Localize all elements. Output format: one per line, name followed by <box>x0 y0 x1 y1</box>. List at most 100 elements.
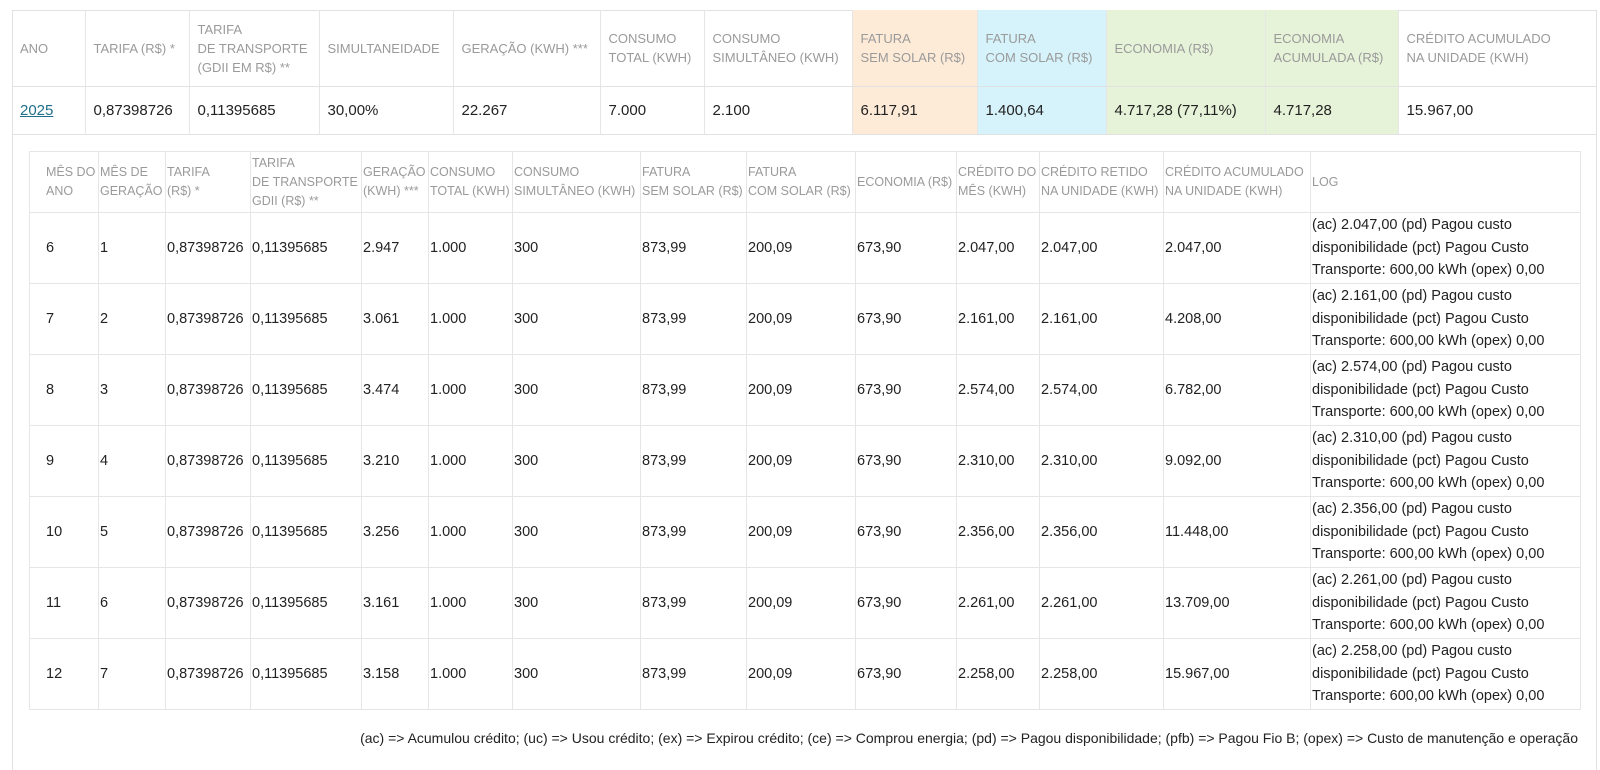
cell-mes-do-ano: 10 <box>29 496 99 568</box>
table-row: 11 6 0,87398726 0,11395685 3.161 1.000 300 873,… <box>29 567 1581 639</box>
cell-fatura-com-solar: 200,09 <box>746 283 856 355</box>
cell-fatura-sem-solar: 873,99 <box>640 212 747 284</box>
cell-tarifa-transporte: 0,11395685 <box>250 567 362 639</box>
cell-credito-acumulado: 13.709,00 <box>1163 567 1311 639</box>
cell-economia: 673,90 <box>855 354 957 426</box>
cell-fatura-com-solar: 1.400,64 <box>977 86 1107 135</box>
cell-consumo-simultaneo: 300 <box>512 425 641 497</box>
table-row: 6 1 0,87398726 0,11395685 2.947 1.000 300 873,9… <box>29 212 1581 284</box>
cell-log: (ac) 2.261,00 (pd) Pagou custo disponibi… <box>1310 567 1581 639</box>
cell-consumo-total: 7.000 <box>600 86 705 135</box>
cell-credito-do-mes: 2.047,00 <box>956 212 1040 284</box>
cell-mes-de-geracao: 7 <box>98 638 166 710</box>
annual-summary-table: ANO TARIFA (R$) * TARIFA DE TRANSPORTE (… <box>12 10 1597 135</box>
cell-tarifa: 0,87398726 <box>165 496 251 568</box>
header-fatura-sem-solar: FATURA SEM SOLAR (R$) <box>640 151 747 213</box>
header-credito-retido: CRÉDITO RETIDO NA UNIDADE (KWH) <box>1039 151 1164 213</box>
cell-credito-do-mes: 2.574,00 <box>956 354 1040 426</box>
year-2025-link[interactable]: 2025 <box>20 102 54 119</box>
header-consumo-total: CONSUMO TOTAL (KWH) <box>428 151 513 213</box>
cell-fatura-com-solar: 200,09 <box>746 425 856 497</box>
cell-credito-acumulado: 9.092,00 <box>1163 425 1311 497</box>
cell-geracao: 22.267 <box>453 86 601 135</box>
monthly-detail-table: MÊS DO ANO MÊS DE GERAÇÃO TARIFA (R$) * … <box>29 151 1581 710</box>
header-fatura-com-solar: FATURA COM SOLAR (R$) <box>977 10 1107 87</box>
cell-tarifa-transporte: 0,11395685 <box>250 425 362 497</box>
cell-tarifa: 0,87398726 <box>165 638 251 710</box>
header-consumo-total: CONSUMO TOTAL (KWH) <box>600 10 705 87</box>
cell-consumo-simultaneo: 300 <box>512 283 641 355</box>
cell-consumo-total: 1.000 <box>428 425 513 497</box>
cell-tarifa-transporte: 0,11395685 <box>250 212 362 284</box>
cell-tarifa-transporte: 0,11395685 <box>250 496 362 568</box>
cell-mes-de-geracao: 4 <box>98 425 166 497</box>
header-economia: ECONOMIA (R$) <box>1106 10 1266 87</box>
cell-consumo-total: 1.000 <box>428 283 513 355</box>
header-economia-acumulada: ECONOMIA ACUMULADA (R$) <box>1265 10 1399 87</box>
cell-tarifa: 0,87398726 <box>85 86 190 135</box>
header-ano: ANO <box>12 10 86 87</box>
cell-fatura-sem-solar: 873,99 <box>640 496 747 568</box>
cell-economia: 673,90 <box>855 567 957 639</box>
cell-tarifa-transporte: 0,11395685 <box>250 283 362 355</box>
cell-credito-do-mes: 2.310,00 <box>956 425 1040 497</box>
cell-tarifa: 0,87398726 <box>165 354 251 426</box>
header-fatura-com-solar: FATURA COM SOLAR (R$) <box>746 151 856 213</box>
cell-mes-do-ano: 8 <box>29 354 99 426</box>
header-log: LOG <box>1310 151 1581 213</box>
cell-credito-retido: 2.047,00 <box>1039 212 1164 284</box>
cell-mes-de-geracao: 5 <box>98 496 166 568</box>
cell-credito-retido: 2.310,00 <box>1039 425 1164 497</box>
cell-mes-do-ano: 12 <box>29 638 99 710</box>
cell-credito-acumulado: 11.448,00 <box>1163 496 1311 568</box>
header-credito-do-mes: CRÉDITO DO MÊS (KWH) <box>956 151 1040 213</box>
cell-credito-retido: 2.356,00 <box>1039 496 1164 568</box>
cell-credito-acumulado: 6.782,00 <box>1163 354 1311 426</box>
cell-consumo-total: 1.000 <box>428 354 513 426</box>
cell-consumo-simultaneo: 300 <box>512 638 641 710</box>
cell-mes-de-geracao: 6 <box>98 567 166 639</box>
table-row: 12 7 0,87398726 0,11395685 3.158 1.000 300 873,… <box>29 638 1581 710</box>
cell-fatura-com-solar: 200,09 <box>746 567 856 639</box>
header-tarifa-transporte: TARIFA DE TRANSPORTE (GDII EM R$) ** <box>189 10 320 87</box>
cell-economia: 673,90 <box>855 425 957 497</box>
cell-log: (ac) 2.574,00 (pd) Pagou custo disponibi… <box>1310 354 1581 426</box>
cell-fatura-sem-solar: 873,99 <box>640 638 747 710</box>
cell-credito-do-mes: 2.161,00 <box>956 283 1040 355</box>
cell-credito-acumulado: 4.208,00 <box>1163 283 1311 355</box>
cell-tarifa-transporte: 0,11395685 <box>250 354 362 426</box>
cell-ano[interactable]: 2025 <box>12 86 86 135</box>
cell-fatura-com-solar: 200,09 <box>746 354 856 426</box>
cell-consumo-simultaneo: 300 <box>512 354 641 426</box>
cell-log: (ac) 2.258,00 (pd) Pagou custo disponibi… <box>1310 638 1581 710</box>
cell-tarifa-transporte: 0,11395685 <box>250 638 362 710</box>
cell-fatura-sem-solar: 873,99 <box>640 283 747 355</box>
cell-economia-acumulada: 4.717,28 <box>1265 86 1399 135</box>
cell-mes-de-geracao: 1 <box>98 212 166 284</box>
cell-mes-de-geracao: 3 <box>98 354 166 426</box>
cell-geracao: 3.158 <box>361 638 429 710</box>
table-row: 8 3 0,87398726 0,11395685 3.474 1.000 300 873,9… <box>29 354 1581 426</box>
header-consumo-simultaneo: CONSUMO SIMULTÂNEO (KWH) <box>512 151 641 213</box>
cell-geracao: 3.161 <box>361 567 429 639</box>
cell-geracao: 3.256 <box>361 496 429 568</box>
cell-credito-retido: 2.161,00 <box>1039 283 1164 355</box>
cell-credito-acumulado: 15.967,00 <box>1163 638 1311 710</box>
cell-tarifa: 0,87398726 <box>165 425 251 497</box>
cell-fatura-sem-solar: 873,99 <box>640 354 747 426</box>
cell-credito-retido: 2.261,00 <box>1039 567 1164 639</box>
header-mes-do-ano: MÊS DO ANO <box>29 151 99 213</box>
cell-economia: 4.717,28 (77,11%) <box>1106 86 1266 135</box>
cell-fatura-sem-solar: 873,99 <box>640 425 747 497</box>
summary-header-row: ANO TARIFA (R$) * TARIFA DE TRANSPORTE (… <box>12 10 1597 87</box>
cell-tarifa: 0,87398726 <box>165 283 251 355</box>
header-geracao: GERAÇÃO (KWH) *** <box>453 10 601 87</box>
header-geracao: GERAÇÃO (KWH) *** <box>361 151 429 213</box>
cell-geracao: 2.947 <box>361 212 429 284</box>
detail-header-row: MÊS DO ANO MÊS DE GERAÇÃO TARIFA (R$) * … <box>29 151 1581 213</box>
cell-mes-do-ano: 11 <box>29 567 99 639</box>
table-row: 10 5 0,87398726 0,11395685 3.256 1.000 300 873,… <box>29 496 1581 568</box>
cell-consumo-simultaneo: 300 <box>512 567 641 639</box>
summary-row-2025: 2025 0,87398726 0,11395685 30,00% 22.267… <box>12 86 1597 135</box>
cell-credito-retido: 2.574,00 <box>1039 354 1164 426</box>
